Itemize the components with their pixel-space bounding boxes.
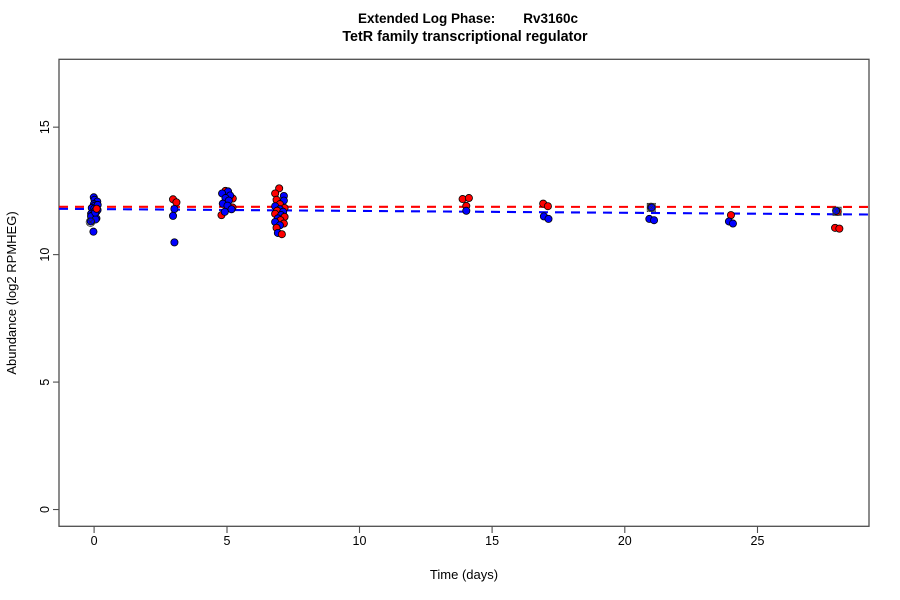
svg-text:15: 15 (38, 120, 52, 134)
svg-text:20: 20 (618, 534, 632, 548)
svg-text:5: 5 (38, 379, 52, 386)
svg-text:0: 0 (91, 534, 98, 548)
svg-text:0: 0 (38, 506, 52, 513)
svg-text:10: 10 (38, 248, 52, 262)
svg-text:5: 5 (224, 534, 231, 548)
svg-text:15: 15 (485, 534, 499, 548)
svg-text:25: 25 (751, 534, 765, 548)
svg-text:Time (days): Time (days) (430, 567, 498, 582)
svg-text:10: 10 (353, 534, 367, 548)
svg-text:TetR family transcriptional re: TetR family transcriptional regulator (342, 29, 588, 45)
svg-text:Abundance (log2 RPMHEG): Abundance (log2 RPMHEG) (4, 211, 19, 374)
svg-text:Extended Log Phase:Rv3160c: Extended Log Phase: Rv3160c (358, 11, 579, 26)
